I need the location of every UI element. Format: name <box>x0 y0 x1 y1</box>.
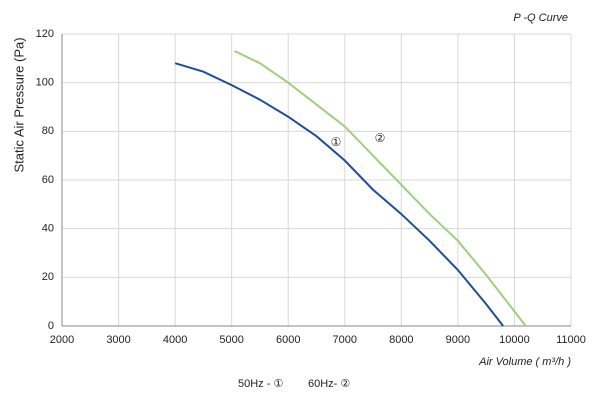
x-tick-label: 9000 <box>446 334 470 346</box>
x-tick-label: 10000 <box>499 334 530 346</box>
x-tick-label: 7000 <box>333 334 357 346</box>
y-tick-label: 40 <box>42 223 54 235</box>
legend-label: 60Hz- ② <box>308 378 350 390</box>
y-axis-label: Static Air Pressure (Pa) <box>11 37 26 172</box>
annotation: ① <box>331 135 342 149</box>
y-tick-label: 120 <box>36 28 54 40</box>
legend-label: 50Hz - ① <box>238 378 283 390</box>
x-tick-label: 5000 <box>219 334 243 346</box>
y-tick-label: 80 <box>42 125 54 137</box>
y-tick-label: 60 <box>42 174 54 186</box>
x-tick-label: 3000 <box>106 334 130 346</box>
x-tick-label: 6000 <box>276 334 300 346</box>
annotation: ② <box>375 131 386 145</box>
y-tick-label: 0 <box>48 320 54 332</box>
y-tick-label: 100 <box>36 77 54 89</box>
x-tick-label: 8000 <box>389 334 413 346</box>
series-line <box>174 62 504 327</box>
x-tick-label: 4000 <box>163 334 187 346</box>
y-tick-label: 20 <box>42 271 54 283</box>
x-tick-label: 11000 <box>556 334 586 346</box>
chart-title: P -Q Curve <box>513 12 568 24</box>
x-tick-label: 2000 <box>50 334 74 346</box>
series-line <box>234 50 527 327</box>
x-axis-label: Air Volume ( m³/h ) <box>478 356 571 368</box>
